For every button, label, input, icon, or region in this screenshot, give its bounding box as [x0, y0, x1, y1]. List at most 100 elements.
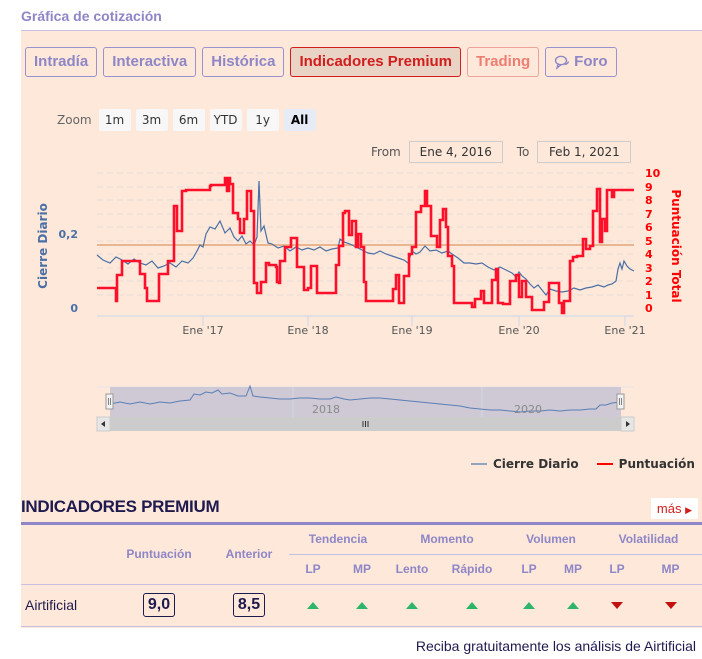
- header-volatilidad-mp: MP: [639, 554, 702, 585]
- svg-text:0: 0: [645, 302, 653, 315]
- navigator-series: [109, 384, 621, 413]
- to-date-input[interactable]: Feb 1, 2021: [537, 141, 632, 163]
- arrow-up-icon: [523, 602, 535, 609]
- legend-label-cierre: Cierre Diario: [493, 457, 579, 471]
- x-tick-2018: Ene '18: [287, 324, 328, 337]
- to-label: To: [516, 145, 530, 159]
- header-volumen: Volumen: [507, 525, 595, 555]
- chart-legend: Cierre Diario Puntuación: [471, 457, 695, 471]
- legend-item-puntuacion[interactable]: Puntuación: [596, 457, 695, 471]
- left-axis-title: Cierre Diario: [36, 203, 50, 289]
- indicators-table: Puntuación Anterior Tendencia Momento Vo…: [21, 525, 702, 627]
- right-axis-title: Puntuación Total: [669, 189, 683, 302]
- from-date-input[interactable]: Ene 4, 2016: [408, 141, 503, 163]
- arrow-up-icon: [406, 602, 418, 609]
- header-empty: [21, 525, 109, 585]
- grid-lines: [97, 172, 634, 296]
- section-title: Gráfica de cotización: [21, 8, 162, 24]
- zoom-selector: Zoom 1m 3m 6m YTD 1y All: [57, 109, 316, 131]
- arrow-up-icon: [466, 602, 478, 609]
- svg-text:10: 10: [645, 167, 661, 180]
- left-tick-0-2: 0,2: [59, 228, 79, 241]
- svg-text:7: 7: [645, 208, 653, 221]
- indicators-title: INDICADORES PREMIUM: [21, 497, 220, 516]
- header-tendencia-lp: LP: [289, 554, 337, 585]
- header-volumen-mp: MP: [551, 554, 595, 585]
- svg-text:4: 4: [645, 248, 653, 261]
- scroll-right-icon: [626, 421, 630, 427]
- legend-swatch-cierre: [471, 463, 487, 465]
- left-tick-0: 0: [70, 302, 78, 315]
- zoom-3m-button[interactable]: 3m: [135, 109, 168, 131]
- header-volatilidad-lp: LP: [595, 554, 639, 585]
- header-momento: Momento: [387, 525, 507, 555]
- date-range: From Ene 4, 2016 To Feb 1, 2021: [371, 141, 632, 163]
- score-current: 9,0: [142, 593, 176, 617]
- arrow-down-icon: [611, 602, 623, 609]
- header-puntuacion: Puntuación: [109, 525, 209, 585]
- svg-text:2: 2: [645, 275, 653, 288]
- tab-foro-label: Foro: [574, 53, 608, 70]
- legend-item-cierre-diario[interactable]: Cierre Diario: [471, 457, 579, 471]
- right-axis-ticks: 0 1 2 3 4 5 6 7 8 9 10: [645, 167, 661, 315]
- chart-panel: Intradía Interactiva Histórica Indicador…: [21, 30, 702, 628]
- x-tick-2019: Ene '19: [391, 324, 432, 337]
- navigator-tick-2018: 2018: [312, 403, 340, 416]
- header-momento-lento: Lento: [387, 554, 437, 585]
- table-row: Airtificial 9,0 8,5: [21, 584, 702, 627]
- scroll-left-icon: [101, 421, 105, 427]
- zoom-label: Zoom: [57, 113, 92, 127]
- navigator-tick-2020: 2020: [514, 403, 542, 416]
- price-score-chart[interactable]: Ene '17 Ene '18 Ene '19 Ene '20 Ene '21 …: [21, 31, 702, 451]
- tab-interactiva[interactable]: Interactiva: [103, 47, 197, 77]
- arrow-down-icon: [664, 602, 677, 609]
- tab-indicadores-premium[interactable]: Indicadores Premium: [290, 47, 461, 77]
- x-tick-2017: Ene '17: [182, 324, 223, 337]
- from-label: From: [371, 145, 401, 159]
- arrow-up-icon: [567, 602, 579, 609]
- row-name[interactable]: Airtificial: [21, 584, 109, 627]
- svg-text:5: 5: [645, 235, 653, 248]
- navigator-left-handle[interactable]: [105, 393, 114, 410]
- score-previous: 8,5: [232, 593, 266, 617]
- legend-label-puntuacion: Puntuación: [618, 457, 695, 471]
- navigator-selected-range[interactable]: [110, 387, 621, 417]
- svg-text:8: 8: [645, 194, 653, 207]
- zoom-1y-button[interactable]: 1y: [246, 109, 279, 131]
- tab-historica[interactable]: Histórica: [202, 47, 285, 77]
- header-volatilidad: Volatilidad: [595, 525, 702, 555]
- legend-swatch-puntuacion: [596, 463, 613, 465]
- header-tendencia: Tendencia: [289, 525, 387, 555]
- tab-intradia[interactable]: Intradía: [25, 47, 98, 77]
- zoom-6m-button[interactable]: 6m: [172, 109, 205, 131]
- more-button[interactable]: más ▶: [650, 498, 698, 519]
- svg-text:9: 9: [645, 181, 653, 194]
- header-momento-rapido: Rápido: [437, 554, 507, 585]
- x-tick-2020: Ene '20: [498, 324, 539, 337]
- zoom-ytd-button[interactable]: YTD: [209, 109, 242, 131]
- x-axis-ticks: [202, 316, 626, 326]
- caret-right-icon: ▶: [685, 505, 692, 515]
- tab-trading[interactable]: Trading: [467, 47, 540, 77]
- series-puntuacion[interactable]: [97, 176, 634, 315]
- zoom-all-button[interactable]: All: [283, 109, 316, 131]
- svg-text:1: 1: [645, 289, 653, 302]
- chat-bubbles-icon: [554, 55, 570, 70]
- scrollbar[interactable]: [96, 416, 635, 432]
- indicators-divider: [21, 522, 702, 525]
- navigator-right-handle[interactable]: [616, 393, 625, 410]
- tab-foro[interactable]: Foro: [545, 47, 617, 77]
- footer-cta[interactable]: Reciba gratuitamente los análisis de Air…: [415, 638, 696, 654]
- more-label: más: [656, 501, 682, 516]
- svg-text:6: 6: [645, 221, 653, 234]
- arrow-up-icon: [356, 602, 368, 609]
- header-tendencia-mp: MP: [337, 554, 387, 585]
- zoom-1m-button[interactable]: 1m: [98, 109, 131, 131]
- header-volumen-lp: LP: [507, 554, 551, 585]
- arrow-up-icon: [307, 602, 319, 609]
- series-cierre-diario[interactable]: [96, 180, 635, 297]
- navigator[interactable]: 2018 2020: [97, 384, 634, 417]
- header-anterior: Anterior: [209, 525, 289, 585]
- chart-tabs: Intradía Interactiva Histórica Indicador…: [25, 47, 617, 77]
- x-tick-2021: Ene '21: [604, 324, 645, 337]
